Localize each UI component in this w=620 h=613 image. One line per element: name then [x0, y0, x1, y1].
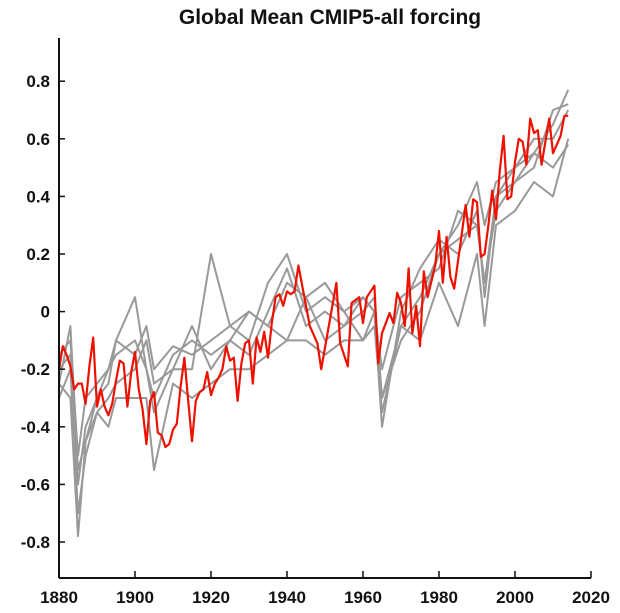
- ensemble-member-line-2: [58, 103, 569, 515]
- y-tick-label: 0.2: [26, 245, 50, 264]
- y-tick-label: -0.2: [21, 360, 50, 379]
- x-tick-label: 1980: [420, 588, 458, 607]
- chart-title: Global Mean CMIP5-all forcing: [179, 6, 481, 29]
- y-tick-label: 0.8: [26, 72, 50, 91]
- plot-area: [57, 89, 570, 538]
- y-tick-label: 0.4: [26, 187, 50, 206]
- x-tick-label: 1940: [268, 588, 306, 607]
- x-tick-label: 1920: [192, 588, 230, 607]
- x-tick-label: 1900: [116, 588, 154, 607]
- ensemble-member-line-5: [58, 109, 570, 457]
- y-tick-label: -0.4: [21, 418, 51, 437]
- y-tick-label: -0.6: [21, 475, 50, 494]
- x-tick-label: 1960: [344, 588, 382, 607]
- axes: -0.8 -0.6 -0.4 -0.2 0 0.2 0.4 0.6 0.8 1880 1900 192…: [21, 38, 610, 607]
- y-tick-label: -0.8: [21, 533, 50, 552]
- ensemble-member-line-1: [58, 89, 570, 471]
- y-tick-label: 0: [41, 303, 50, 322]
- highlight-series-line: [57, 114, 569, 449]
- x-tick-label: 1880: [40, 588, 78, 607]
- x-tick-label: 2000: [496, 588, 534, 607]
- x-tick-label: 2020: [572, 588, 610, 607]
- y-tick-label: 0.6: [26, 130, 50, 149]
- ensemble-member-line-4: [58, 138, 570, 538]
